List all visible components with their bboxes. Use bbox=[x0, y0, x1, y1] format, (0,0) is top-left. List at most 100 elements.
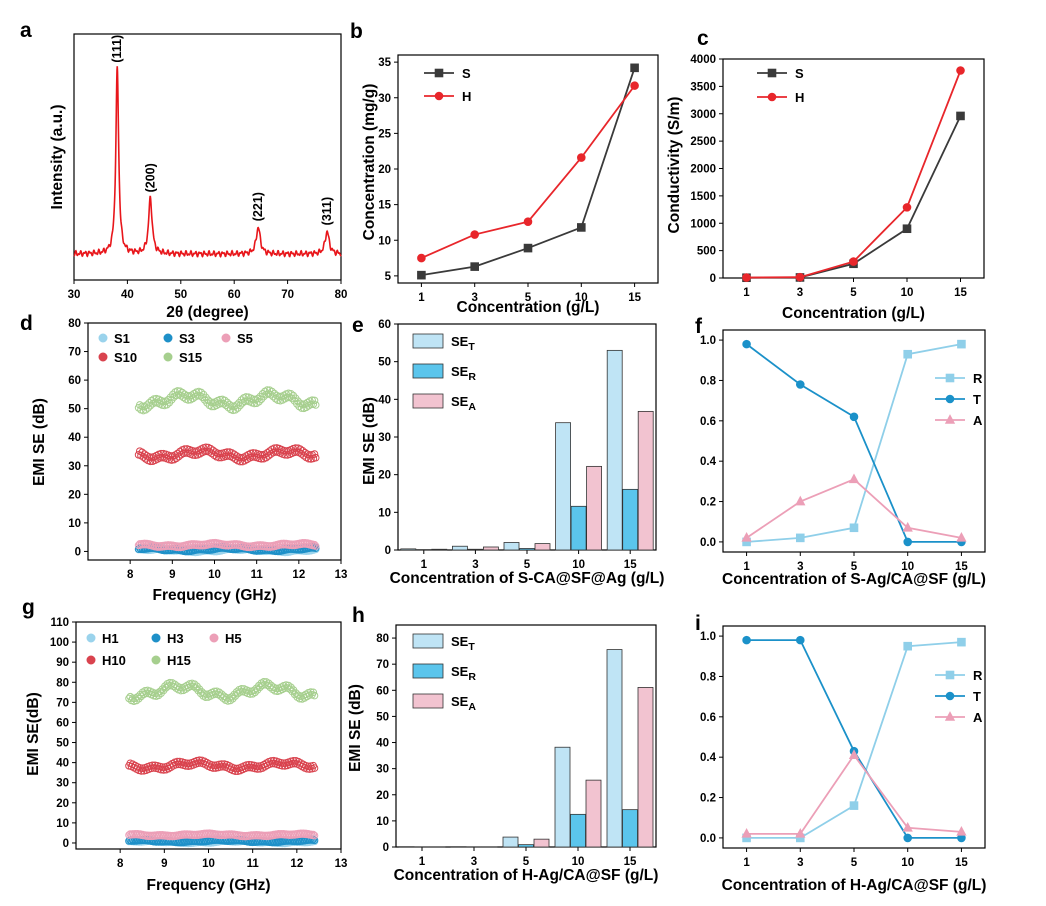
x-tick-label: 70 bbox=[281, 289, 294, 301]
point-S10 bbox=[262, 453, 270, 462]
bar-SET-5 bbox=[502, 836, 519, 848]
x-axis-title: Frequency (GHz) bbox=[146, 877, 270, 894]
bar-SER-10 bbox=[570, 813, 586, 848]
y-tick-label: 1.0 bbox=[700, 631, 716, 643]
bar-SET-15 bbox=[606, 349, 623, 551]
point-A-3 bbox=[795, 495, 806, 506]
x-tick-label: 15 bbox=[628, 292, 641, 304]
legend-marker-H15 bbox=[151, 655, 161, 665]
series-S15 bbox=[134, 386, 320, 415]
point-S15 bbox=[287, 389, 295, 398]
point-S5 bbox=[176, 542, 184, 551]
line-H bbox=[421, 85, 636, 259]
point-S5 bbox=[265, 542, 274, 550]
x-tick-label: 15 bbox=[624, 559, 637, 571]
y-tick-label: 2500 bbox=[690, 136, 716, 148]
legend-marker-S bbox=[434, 68, 444, 78]
point-S-15 bbox=[630, 63, 639, 73]
peak-label-2: (200) bbox=[143, 163, 157, 192]
series-A bbox=[741, 473, 967, 542]
panel-letter-c: c bbox=[697, 27, 709, 50]
point-H15 bbox=[285, 685, 294, 693]
point-S15 bbox=[257, 395, 266, 403]
point-H-3 bbox=[470, 230, 480, 239]
point-S10 bbox=[311, 453, 320, 462]
point-H15 bbox=[250, 686, 258, 695]
point-H-10 bbox=[577, 153, 586, 162]
y-tick-label: 40 bbox=[68, 432, 81, 444]
point-S15 bbox=[310, 396, 319, 405]
legend-label-sub: R bbox=[468, 671, 476, 683]
point-S5 bbox=[246, 542, 255, 550]
y-tick-label: 80 bbox=[376, 633, 389, 645]
point-R-10 bbox=[903, 641, 913, 651]
legend-label-SET: SET bbox=[451, 634, 475, 653]
y-tick-label: 500 bbox=[697, 246, 716, 258]
point-H15 bbox=[230, 690, 238, 699]
y-axis-title: EMI SE (dB) bbox=[347, 684, 364, 772]
point-S5 bbox=[255, 542, 263, 550]
legend-label-A: A bbox=[973, 710, 983, 725]
point-S5 bbox=[154, 542, 163, 550]
point-S15 bbox=[252, 399, 261, 408]
point-S10 bbox=[296, 445, 305, 453]
point-S15 bbox=[173, 387, 182, 395]
legend-swatch-SEA bbox=[412, 393, 444, 409]
panel-letter-a: a bbox=[20, 19, 32, 42]
legend-swatch-SEA bbox=[412, 693, 444, 709]
bar-SET-1 bbox=[400, 548, 417, 551]
point-S5 bbox=[287, 540, 295, 548]
legend-label-sub: T bbox=[468, 641, 475, 653]
point-H15 bbox=[231, 692, 240, 700]
legend-label-H1: H1 bbox=[102, 631, 119, 646]
point-A-10 bbox=[902, 821, 913, 832]
point-S-10 bbox=[577, 223, 586, 232]
legend-swatch-SET bbox=[412, 633, 444, 649]
point-S15 bbox=[233, 404, 242, 412]
bar-SEA-10 bbox=[586, 465, 602, 551]
series-SET bbox=[398, 649, 623, 848]
x-tick-label: 9 bbox=[169, 569, 175, 581]
x-tick-label: 11 bbox=[251, 569, 264, 581]
legend-marker-T bbox=[945, 394, 955, 404]
x-tick-label: 10 bbox=[901, 561, 914, 573]
x-tick-label: 1 bbox=[419, 856, 426, 868]
point-S5 bbox=[297, 540, 306, 548]
plot-frame bbox=[73, 33, 342, 281]
x-tick-label: 5 bbox=[850, 287, 857, 299]
y-tick-label: 40 bbox=[376, 738, 389, 750]
legend-label-sub: A bbox=[468, 701, 476, 713]
y-tick-label: 0.8 bbox=[700, 671, 717, 683]
legend-label-SER: SER bbox=[451, 364, 476, 383]
plot-frame bbox=[722, 329, 986, 553]
point-H-3 bbox=[795, 272, 805, 282]
peak-label-1: (111) bbox=[110, 35, 124, 63]
point-S15 bbox=[225, 400, 234, 409]
point-S15 bbox=[267, 390, 275, 399]
xrd-curve bbox=[73, 66, 342, 258]
legend-label-base: SE bbox=[451, 364, 469, 379]
x-tick-label: 1 bbox=[743, 561, 750, 573]
point-S15 bbox=[308, 396, 316, 404]
y-tick-label: 60 bbox=[376, 685, 389, 697]
legend-label-S1: S1 bbox=[114, 331, 130, 346]
point-S3 bbox=[285, 545, 294, 554]
y-tick-label: 100 bbox=[50, 637, 69, 649]
point-S5 bbox=[208, 540, 216, 548]
legend-marker-S3 bbox=[163, 333, 173, 343]
point-S5 bbox=[257, 542, 266, 551]
series-H5 bbox=[125, 829, 319, 841]
y-tick-label: 70 bbox=[376, 659, 389, 671]
panel-letter-e: e bbox=[352, 314, 364, 337]
x-tick-label: 3 bbox=[797, 857, 803, 869]
point-S3 bbox=[288, 545, 296, 554]
x-tick-label: 13 bbox=[335, 569, 348, 581]
y-tick-label: 0.6 bbox=[700, 712, 716, 724]
legend-label-S: S bbox=[795, 66, 804, 81]
legend-marker-R bbox=[945, 373, 955, 383]
y-tick-label: 60 bbox=[378, 319, 391, 331]
y-axis-title: EMI SE (dB) bbox=[31, 398, 48, 486]
bar-SEA-5 bbox=[534, 543, 551, 551]
y-tick-label: 80 bbox=[56, 677, 69, 689]
point-S15 bbox=[238, 399, 247, 407]
